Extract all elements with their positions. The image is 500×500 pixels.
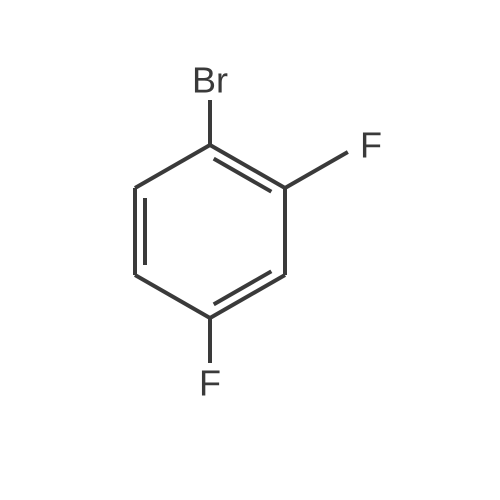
bond (135, 275, 210, 318)
molecule-diagram: Br F F (0, 0, 500, 500)
bond (210, 275, 285, 318)
atom-label-f2: F (360, 125, 382, 166)
bond (210, 145, 285, 188)
atom-label-br: Br (192, 60, 228, 101)
bond (285, 152, 348, 188)
bond (135, 145, 210, 188)
atom-label-f4: F (199, 363, 221, 404)
